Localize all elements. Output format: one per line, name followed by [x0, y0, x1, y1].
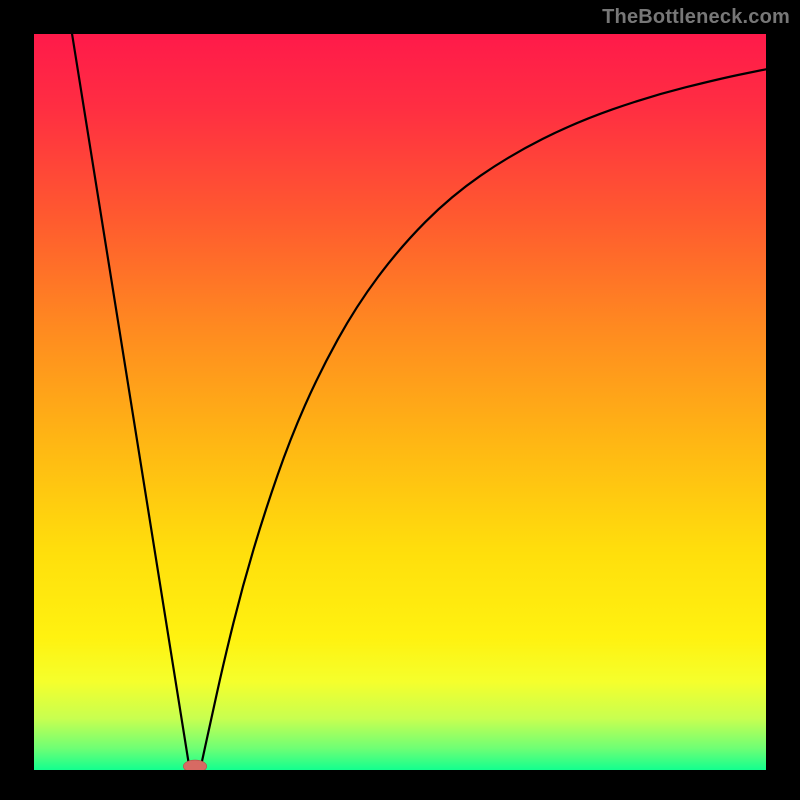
bottleneck-chart: [0, 0, 800, 800]
gradient-background: [34, 34, 766, 770]
watermark-text: TheBottleneck.com: [602, 6, 790, 29]
frame-right: [766, 0, 800, 800]
chart-container: { "watermark": { "text": "TheBottleneck.…: [0, 0, 800, 800]
frame-bottom: [0, 770, 800, 800]
frame-left: [0, 0, 34, 800]
